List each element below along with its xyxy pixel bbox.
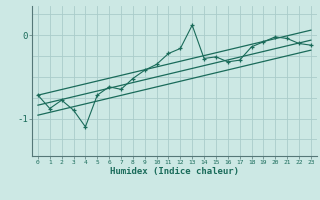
X-axis label: Humidex (Indice chaleur): Humidex (Indice chaleur) (110, 167, 239, 176)
